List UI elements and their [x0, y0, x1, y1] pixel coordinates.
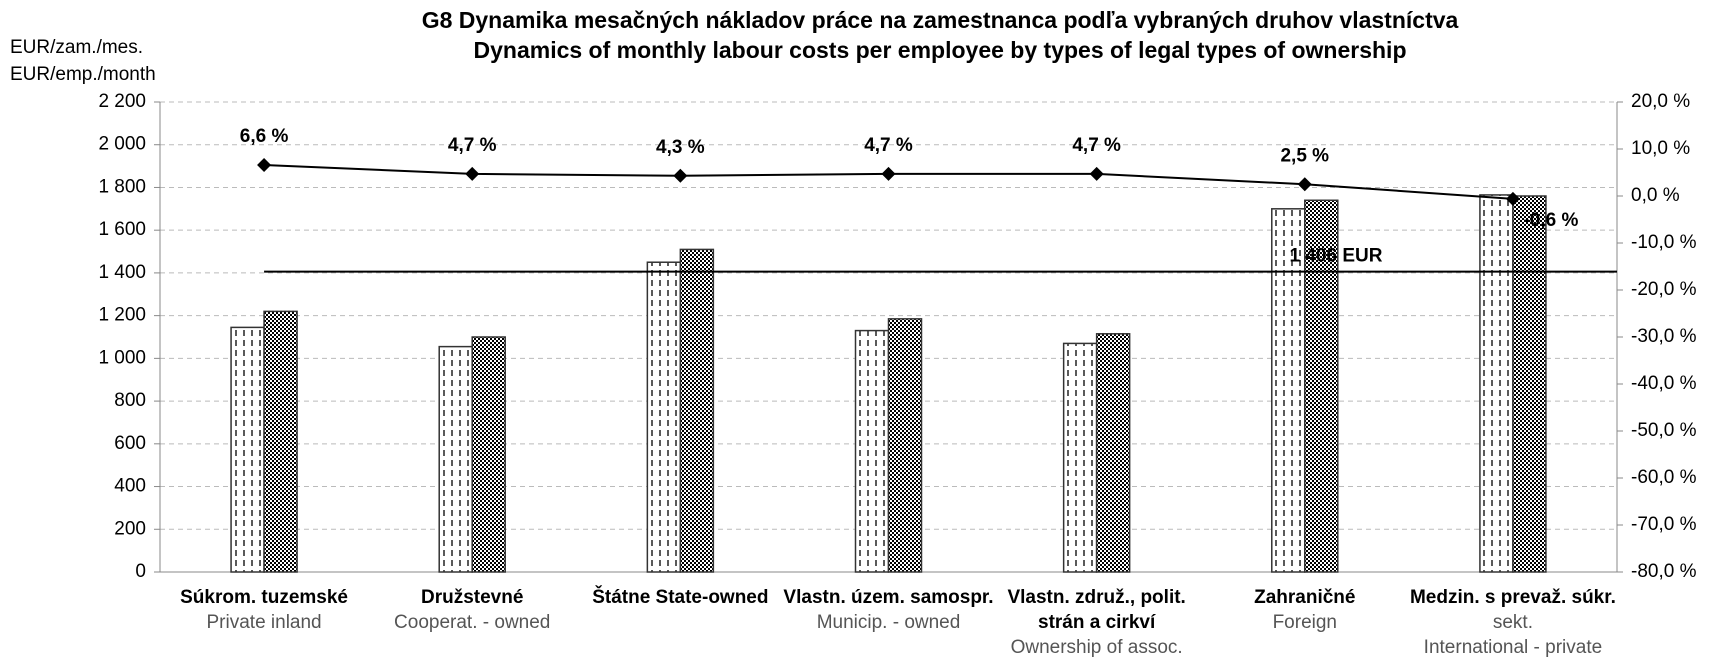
marker	[257, 157, 272, 172]
bar	[1512, 195, 1547, 573]
bar	[1304, 199, 1339, 573]
x-tick-label-en: Ownership of assoc.	[1011, 637, 1183, 658]
y2-tick-label: 10,0 %	[1631, 138, 1690, 159]
chart-title: Dynamics of monthly labour costs per emp…	[474, 37, 1407, 63]
bar	[1479, 194, 1514, 573]
x-tick-label: Súkrom. tuzemské	[180, 587, 348, 608]
x-tick-label: Družstevné	[421, 587, 523, 608]
y2-tick-label: -70,0 %	[1631, 514, 1697, 535]
data-label: -0,6 %	[1523, 210, 1578, 231]
x-tick-label-en: Foreign	[1273, 612, 1337, 633]
y-axis-label: EUR/zam./mes.	[10, 37, 143, 58]
y2-tick-label: -50,0 %	[1631, 420, 1697, 441]
y2-tick-label: -20,0 %	[1631, 279, 1697, 300]
bar	[1095, 333, 1131, 573]
marker	[1297, 177, 1312, 192]
y2-tick-label: 20,0 %	[1631, 91, 1690, 112]
bar	[854, 329, 890, 573]
marker	[1089, 166, 1104, 181]
x-tick-label-en: Municip. - owned	[817, 612, 961, 633]
bar	[263, 310, 298, 573]
reference-label: 1 406 EUR	[1290, 246, 1383, 267]
y-tick-label: 200	[114, 518, 146, 539]
bar	[887, 318, 923, 573]
bar	[230, 326, 265, 573]
x-tick-label: Vlastn. združ., polit.	[1007, 587, 1185, 608]
marker	[465, 166, 480, 181]
bar	[1271, 208, 1306, 573]
x-tick-label-en: International - private	[1424, 637, 1603, 658]
y-tick-label: 600	[114, 433, 146, 454]
y-tick-label: 2 000	[98, 134, 146, 155]
y2-tick-label: -10,0 %	[1631, 232, 1697, 253]
bar	[679, 248, 715, 573]
y2-tick-label: -40,0 %	[1631, 373, 1697, 394]
x-tick-label-en: sekt.	[1493, 612, 1533, 633]
data-label: 4,7 %	[864, 135, 913, 156]
y-tick-label: 0	[135, 561, 146, 582]
x-tick-label: strán a cirkví	[1038, 612, 1156, 633]
y-tick-label: 1 400	[98, 262, 146, 283]
marker	[673, 168, 688, 183]
y-tick-label: 800	[114, 390, 146, 411]
bar	[471, 336, 506, 573]
y-tick-label: 2 200	[98, 91, 146, 112]
x-tick-label-en: Private inland	[207, 612, 322, 633]
bar	[438, 345, 473, 573]
y-tick-label: 1 800	[98, 176, 146, 197]
x-tick-label: Vlastn. územ. samospr.	[783, 587, 993, 608]
x-tick-label: Zahraničné	[1254, 587, 1355, 608]
chart-title: G8 Dynamika mesačných nákladov práce na …	[422, 7, 1459, 33]
y-tick-label: 1 000	[98, 347, 146, 368]
y2-tick-label: 0,0 %	[1631, 185, 1680, 206]
y2-tick-label: -60,0 %	[1631, 467, 1697, 488]
data-label: 4,3 %	[656, 137, 705, 158]
data-label: 4,7 %	[1072, 135, 1121, 156]
y-tick-label: 400	[114, 476, 146, 497]
x-tick-label: Štátne State-owned	[592, 586, 768, 608]
data-label: 4,7 %	[448, 135, 497, 156]
y-tick-label: 1 200	[98, 305, 146, 326]
data-label: 2,5 %	[1280, 145, 1329, 166]
y2-tick-label: -30,0 %	[1631, 326, 1697, 347]
y2-tick-label: -80,0 %	[1631, 561, 1697, 582]
bar	[646, 261, 682, 573]
x-tick-label-en: Cooperat. - owned	[394, 612, 550, 633]
y-tick-label: 1 600	[98, 219, 146, 240]
data-label: 6,6 %	[240, 126, 289, 147]
y-axis-label: EUR/emp./month	[10, 64, 156, 85]
marker	[1505, 191, 1520, 206]
x-tick-label: Medzin. s prevaž. súkr.	[1410, 587, 1616, 608]
marker	[881, 166, 896, 181]
bar	[1062, 342, 1098, 573]
